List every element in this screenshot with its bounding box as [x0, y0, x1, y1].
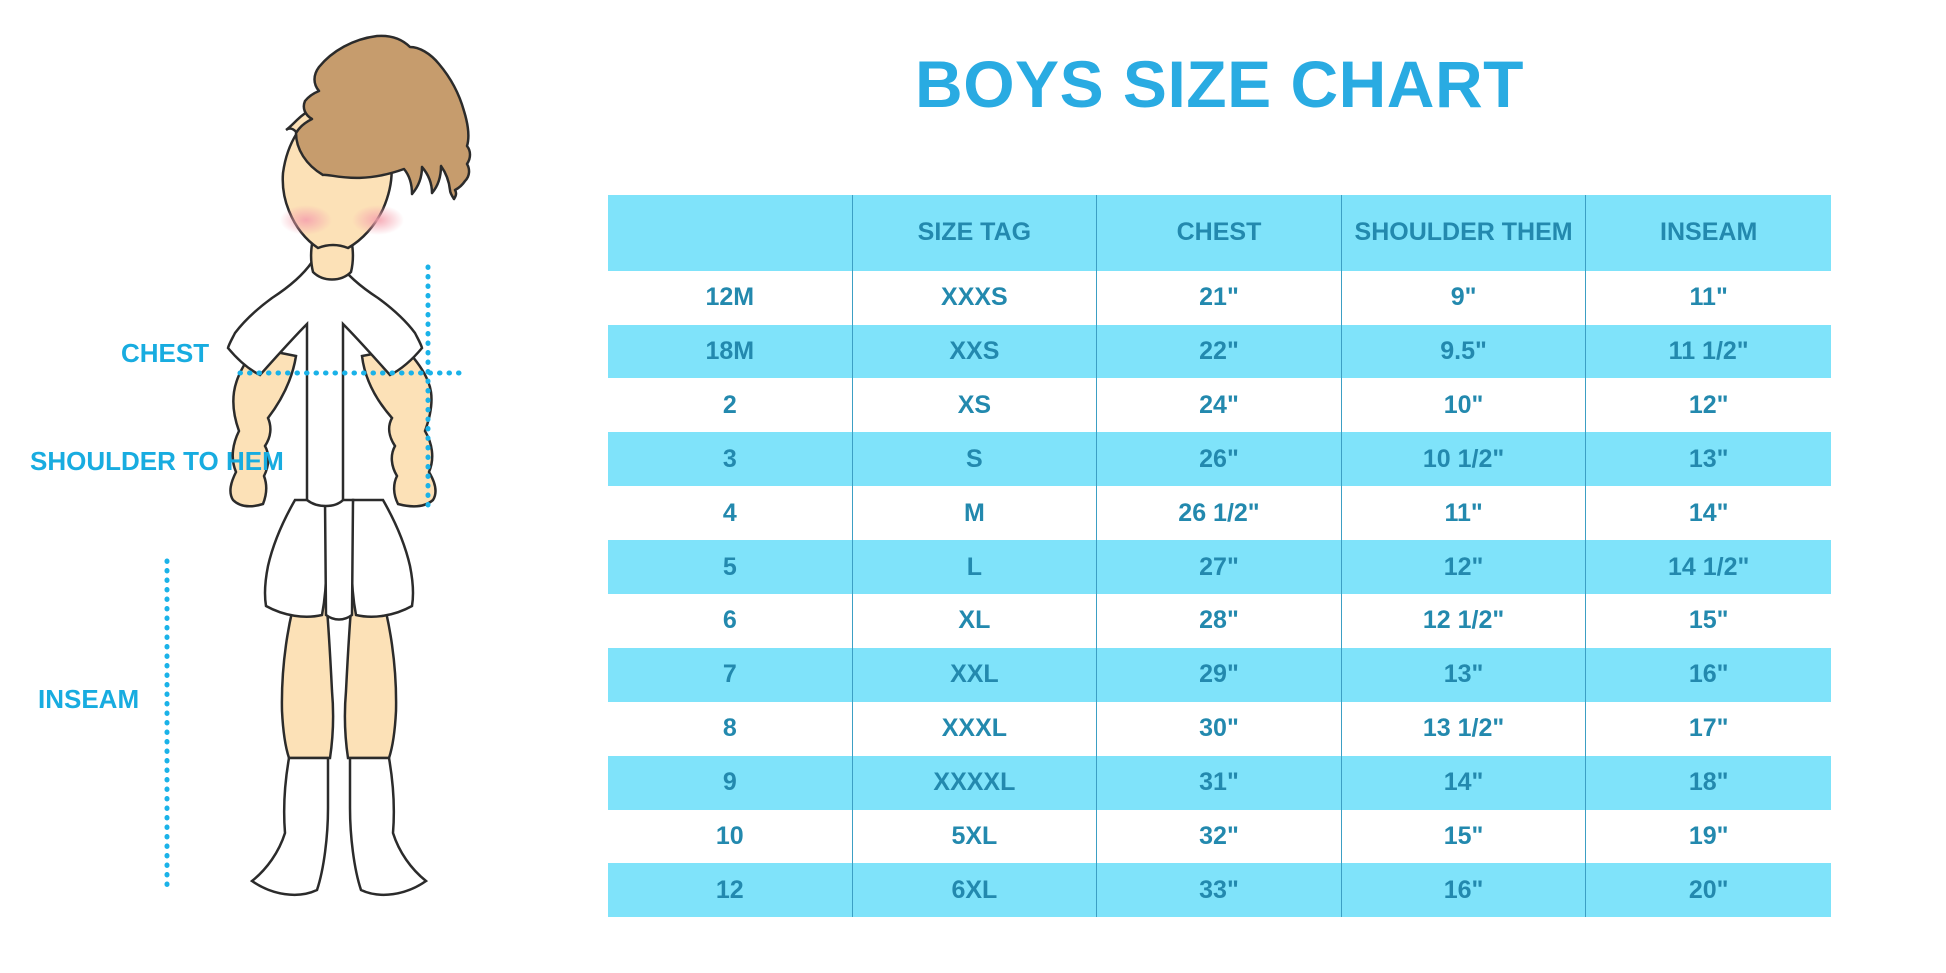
svg-text:CHEST: CHEST [121, 338, 209, 368]
svg-text:INSEAM: INSEAM [38, 684, 139, 714]
svg-text:SHOULDER TO HEM: SHOULDER TO HEM [30, 446, 284, 476]
